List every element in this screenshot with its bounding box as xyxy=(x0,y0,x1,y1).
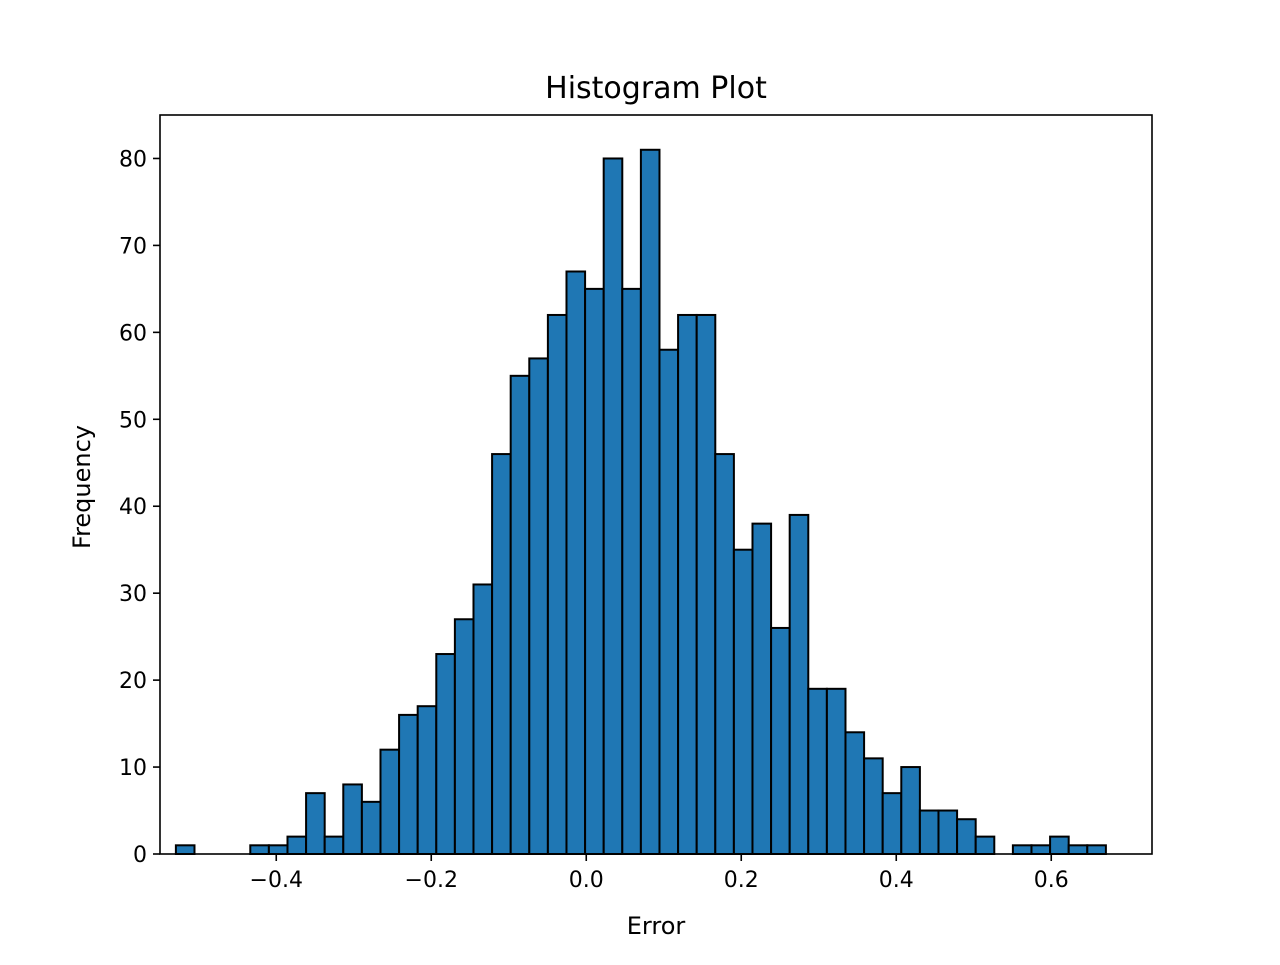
histogram-bar xyxy=(472,583,494,855)
histogram-bar xyxy=(1049,835,1070,855)
histogram-bar xyxy=(174,844,196,856)
y-axis-label: Frequency xyxy=(68,425,96,549)
histogram-bar xyxy=(937,809,959,856)
histogram-bar xyxy=(900,766,921,856)
histogram-bar xyxy=(956,818,977,855)
histogram-bar xyxy=(360,800,382,855)
histogram-bar xyxy=(844,731,866,855)
histogram-bar xyxy=(621,287,642,856)
x-tick-label: −0.4 xyxy=(250,868,303,893)
y-tick-label: 40 xyxy=(119,495,147,520)
histogram-bar xyxy=(286,835,308,855)
histogram-bar xyxy=(267,844,289,856)
bars-group xyxy=(174,148,1107,856)
histogram-bar xyxy=(565,270,587,855)
histogram-bar xyxy=(751,522,773,855)
y-tick-label: 50 xyxy=(119,408,147,433)
histogram-bar xyxy=(1086,844,1107,856)
histogram-bar xyxy=(863,757,884,855)
histogram-bar xyxy=(1030,844,1052,856)
histogram-bar xyxy=(732,548,754,855)
histogram-bar xyxy=(528,357,549,855)
y-tick-label: 60 xyxy=(119,321,147,346)
y-axis-ticks: 0 10 20 30 40 50 60 70 80 xyxy=(119,147,160,868)
histogram-bar xyxy=(305,792,326,855)
chart-title: Histogram Plot xyxy=(545,71,767,106)
histogram-bar xyxy=(807,687,828,855)
x-axis-label: Error xyxy=(627,912,686,940)
histogram-bar xyxy=(1011,844,1033,856)
histogram-bar xyxy=(323,835,345,855)
histogram-bar xyxy=(249,844,270,856)
histogram-bar xyxy=(677,313,698,855)
y-tick-label: 80 xyxy=(119,147,147,172)
x-tick-label: 0.6 xyxy=(1034,868,1069,893)
x-tick-label: 0.4 xyxy=(879,868,914,893)
histogram-bar xyxy=(416,705,438,856)
histogram-bar xyxy=(509,374,531,855)
histogram-bar xyxy=(881,792,903,855)
histogram-bar xyxy=(825,687,847,855)
x-axis-ticks: −0.4 −0.2 0.0 0.2 0.4 0.6 xyxy=(250,854,1069,893)
y-tick-label: 10 xyxy=(119,756,147,781)
y-tick-label: 70 xyxy=(119,234,147,259)
y-tick-label: 0 xyxy=(133,843,147,868)
histogram-bar xyxy=(546,313,568,855)
histogram-bar xyxy=(584,287,605,856)
histogram-bar xyxy=(770,626,791,855)
histogram-bar xyxy=(695,313,717,855)
histogram-bar xyxy=(918,809,940,856)
histogram-bar xyxy=(379,748,401,856)
histogram-bar xyxy=(435,653,456,855)
histogram-bar xyxy=(453,618,475,856)
histogram-bar xyxy=(658,348,680,855)
histogram-bar xyxy=(398,713,419,855)
histogram-bar xyxy=(1067,844,1089,856)
histogram-bar xyxy=(342,783,363,856)
histogram-bar xyxy=(788,513,810,855)
histogram-bar xyxy=(639,148,661,855)
histogram-bar xyxy=(974,835,996,855)
plot-frame xyxy=(159,114,1153,855)
histogram-bar xyxy=(491,453,512,855)
x-tick-label: 0.2 xyxy=(724,868,759,893)
histogram-bar xyxy=(714,453,735,855)
histogram-bar xyxy=(602,157,624,855)
y-tick-label: 20 xyxy=(119,669,147,694)
x-tick-label: 0.0 xyxy=(569,868,604,893)
y-tick-label: 30 xyxy=(119,582,147,607)
x-tick-label: −0.2 xyxy=(405,868,458,893)
